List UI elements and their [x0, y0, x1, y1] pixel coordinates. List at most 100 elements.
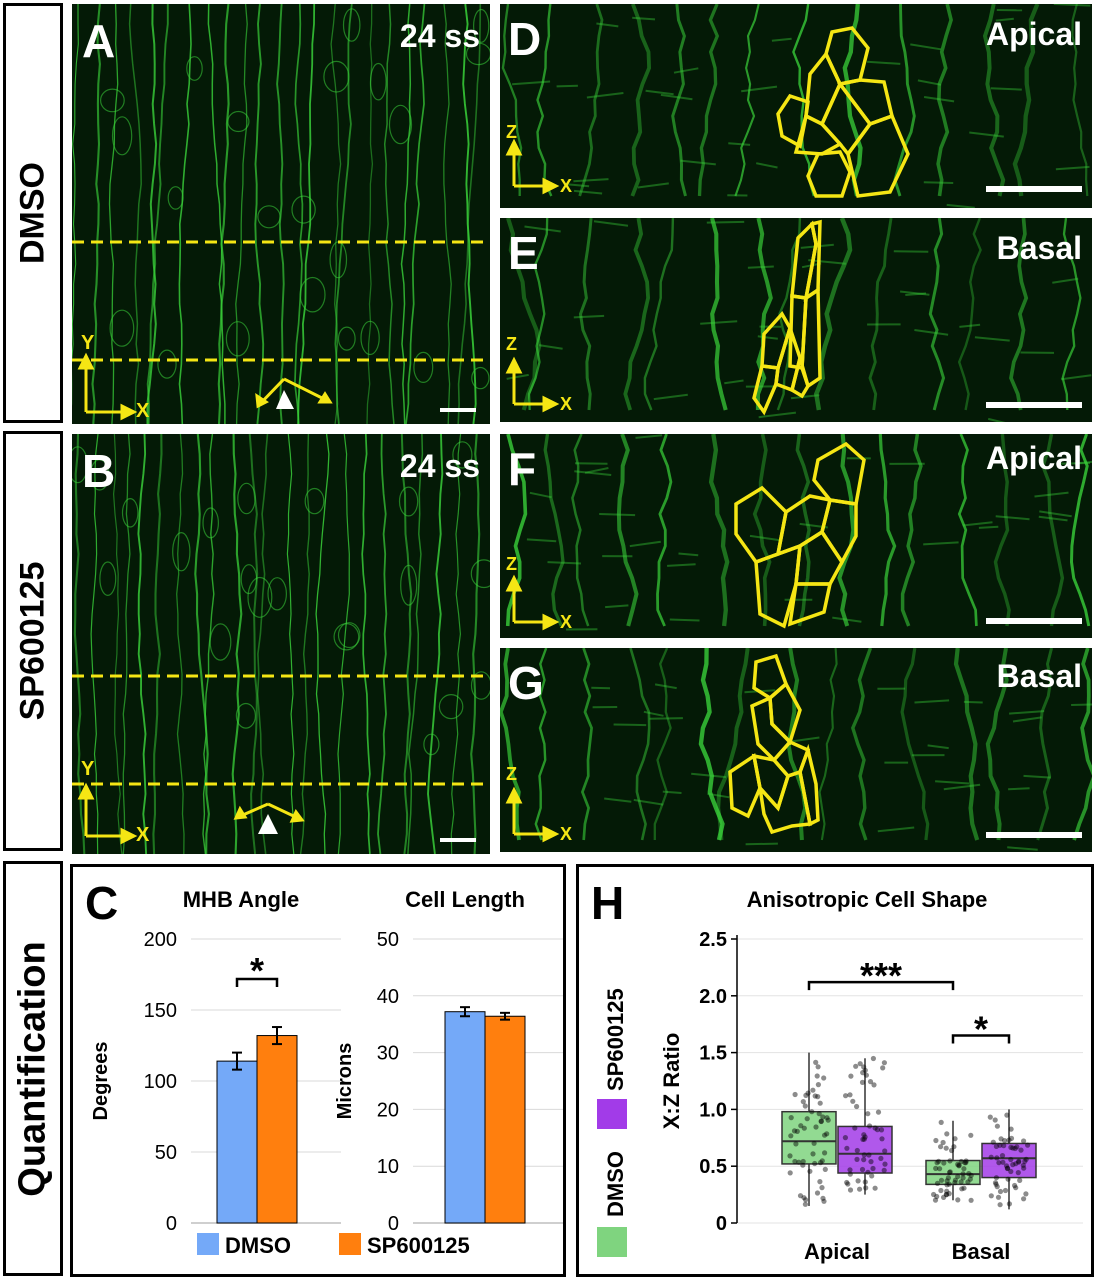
- membrane-line: [297, 4, 316, 424]
- nucleus-outline: [470, 559, 490, 589]
- data-point: [931, 1191, 937, 1198]
- membrane-line: [935, 780, 970, 785]
- nucleus-outline: [452, 441, 473, 469]
- chart-title: MHB Angle: [183, 887, 300, 912]
- membrane-line: [700, 320, 738, 325]
- micrograph-panel-g: G Basal Z X: [500, 648, 1092, 852]
- membrane-line: [1039, 510, 1072, 518]
- micrograph-panel-d: D Apical Z X: [500, 4, 1092, 208]
- bar-chart-svg: C DMSO SP600125 MHB AngleDegrees05010015…: [85, 877, 563, 1258]
- row-label-box-sp600125: SP600125: [3, 431, 63, 851]
- data-point: [861, 1152, 867, 1158]
- membrane-line: [758, 411, 797, 419]
- membrane-line: [137, 434, 148, 854]
- data-point: [862, 1134, 868, 1140]
- data-point: [847, 1171, 853, 1177]
- data-point: [822, 1132, 828, 1138]
- membrane-line: [586, 92, 624, 99]
- membrane-line: [1036, 648, 1054, 841]
- membrane-line: [914, 699, 950, 704]
- y-tick-label: 50: [155, 1142, 177, 1164]
- data-point: [872, 1185, 878, 1191]
- data-point: [847, 1092, 853, 1098]
- micrograph-d-image: [501, 4, 1091, 208]
- data-point: [811, 1140, 817, 1146]
- data-point: [843, 1093, 849, 1099]
- y-tick-label: 40: [377, 986, 399, 1008]
- data-point: [824, 1115, 830, 1121]
- data-point: [787, 1153, 793, 1159]
- membrane-line: [584, 467, 609, 474]
- membrane-line: [207, 4, 226, 424]
- data-point: [802, 1201, 808, 1207]
- membrane-line: [747, 265, 774, 269]
- data-point: [946, 1181, 952, 1187]
- membrane-line: [547, 561, 582, 565]
- data-point: [803, 1197, 809, 1203]
- membrane-line: [527, 218, 549, 411]
- micrograph-panel-a: A 24 ss Y X: [72, 4, 490, 424]
- nucleus-outline: [172, 531, 191, 572]
- data-point: [988, 1193, 994, 1199]
- membrane-line: [231, 434, 243, 854]
- data-point: [945, 1175, 951, 1181]
- nucleus-outline: [329, 241, 348, 279]
- nucleus-outline: [72, 446, 88, 484]
- legend-label-dmso: DMSO: [225, 1233, 291, 1258]
- membrane-line: [405, 4, 426, 424]
- membrane-line: [1009, 218, 1029, 411]
- membrane-line: [741, 85, 778, 93]
- row-label-box-dmso: DMSO: [3, 3, 63, 423]
- membrane-line: [789, 736, 820, 743]
- membrane-line: [649, 717, 683, 720]
- row-label-box-quantification: Quantification: [3, 861, 63, 1276]
- membrane-line: [202, 434, 215, 854]
- membrane-line: [146, 4, 158, 424]
- membrane-line: [470, 434, 481, 854]
- membrane-line: [850, 648, 873, 841]
- nucleus-outline: [398, 486, 419, 517]
- data-point: [938, 1187, 944, 1194]
- data-point: [861, 1064, 867, 1070]
- data-point: [966, 1171, 972, 1177]
- data-point: [863, 1072, 869, 1078]
- data-point: [1021, 1196, 1027, 1202]
- panel-letter: C: [85, 877, 118, 929]
- membrane-line: [978, 525, 999, 529]
- data-point: [937, 1166, 943, 1172]
- y-tick-label: 30: [377, 1043, 399, 1065]
- membrane-line: [407, 434, 424, 854]
- stage-label: 24 ss: [399, 448, 480, 484]
- data-point: [792, 1158, 798, 1165]
- significance-bracket: [951, 1034, 1011, 1044]
- panel-letter: F: [508, 443, 537, 495]
- data-point: [878, 1155, 884, 1161]
- data-point: [947, 1169, 953, 1176]
- micrograph-a-image: [72, 4, 490, 424]
- membrane-line: [985, 648, 1009, 841]
- micrograph-panel-f: F Apical Z X: [500, 434, 1092, 638]
- membrane-line: [543, 434, 565, 627]
- membrane-line: [1009, 710, 1045, 715]
- membrane-line: [1007, 846, 1038, 851]
- membrane-line: [943, 783, 981, 791]
- membrane-line: [756, 162, 778, 169]
- scale-bar: [986, 186, 1082, 192]
- data-point: [807, 1168, 813, 1174]
- data-point: [1012, 1182, 1018, 1189]
- data-point: [1013, 1161, 1019, 1167]
- data-point: [959, 1186, 965, 1192]
- data-point: [947, 1158, 953, 1164]
- membrane-line: [917, 79, 942, 86]
- membrane-line: [749, 534, 782, 542]
- data-point: [862, 1179, 868, 1185]
- nucleus-outline: [209, 623, 232, 661]
- box-plot-svg: H SP600125 DMSO Anisotropic Cell Shape X:…: [591, 877, 1083, 1264]
- membrane-line: [656, 434, 673, 627]
- data-point: [815, 1064, 821, 1070]
- data-point: [812, 1093, 818, 1099]
- x-tick-label: Basal: [952, 1239, 1011, 1264]
- data-point: [859, 1166, 866, 1173]
- membrane-line: [217, 4, 230, 424]
- data-point: [943, 1192, 950, 1198]
